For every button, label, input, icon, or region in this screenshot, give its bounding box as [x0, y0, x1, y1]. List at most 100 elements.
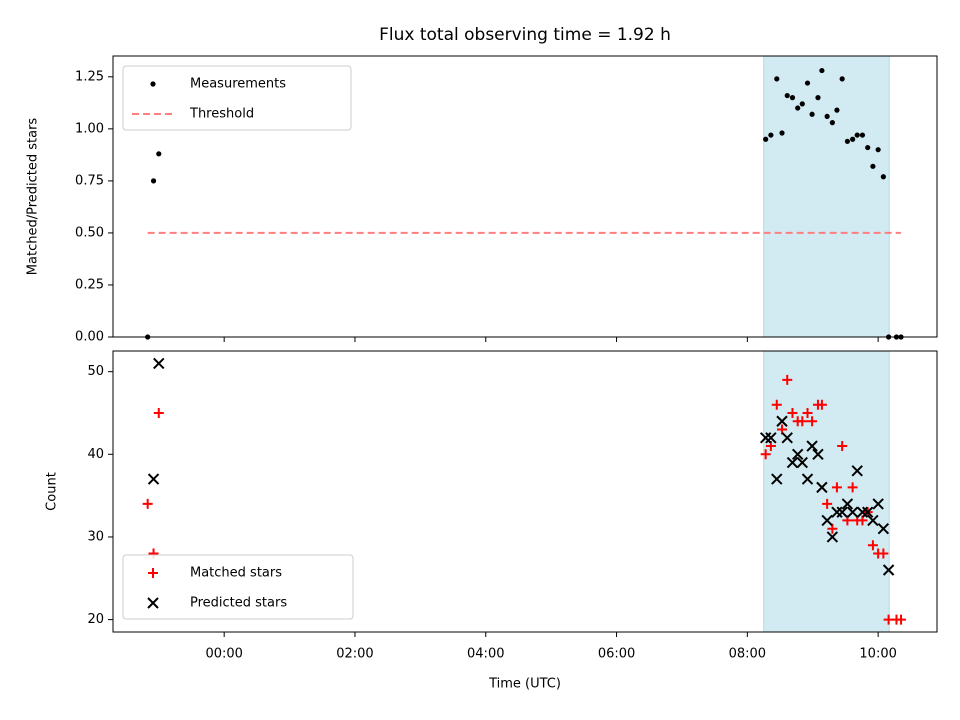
measurement-point — [815, 95, 821, 101]
predicted-star-point — [765, 432, 777, 444]
x-tick-label: 10:00 — [859, 647, 896, 662]
x-tick-label: 04:00 — [467, 647, 504, 662]
measurement-point — [774, 76, 780, 82]
predicted-star-point — [791, 448, 804, 461]
predicted-star-point — [781, 432, 793, 444]
matched-star-point — [802, 407, 813, 418]
predicted-star-point — [812, 448, 824, 461]
measurement-point — [789, 95, 796, 101]
matched-star-point — [807, 416, 818, 427]
y-tick-label: 30 — [87, 529, 104, 544]
predicted-star-point — [856, 506, 869, 518]
measurement-point — [834, 107, 840, 113]
predicted-star-point — [806, 440, 818, 452]
matched-star-point — [867, 540, 878, 551]
y-tick-label: 0.25 — [75, 277, 104, 292]
measurement-point — [854, 132, 860, 138]
matched-star-point — [878, 548, 889, 559]
legend-label: Threshold — [189, 107, 254, 122]
measurement-point — [870, 163, 876, 169]
measurement-point — [763, 136, 769, 142]
legend-label: Predicted stars — [190, 596, 287, 611]
legend-swatch — [150, 81, 156, 87]
matched-star-point — [816, 399, 827, 410]
measurement-point — [824, 113, 830, 119]
legend-box — [122, 65, 352, 131]
y-axis-label: Matched/Predicted stars — [26, 118, 41, 276]
matched-star-point — [827, 523, 838, 534]
predicted-star-point — [846, 506, 859, 518]
matched-star-point — [842, 515, 853, 526]
measurement-point — [829, 120, 835, 126]
y-tick-label: 0.75 — [75, 173, 104, 188]
predicted-star-point — [153, 357, 165, 370]
y-tick-label: 40 — [87, 447, 104, 462]
predicted-star-point — [786, 456, 799, 469]
matched-star-point — [787, 407, 798, 418]
axes-frame — [112, 350, 938, 633]
matched-star-point — [822, 498, 833, 509]
predicted-star-point — [821, 514, 833, 527]
measurement-point — [880, 174, 886, 180]
matched-star-point — [831, 482, 842, 493]
predicted-star-point — [816, 481, 828, 494]
legend-swatch — [148, 568, 158, 578]
measurement-point — [850, 136, 856, 142]
matched-star-point — [797, 416, 808, 427]
x-axis-label: Time (UTC) — [488, 677, 561, 692]
matched-star-point — [847, 482, 858, 493]
predicted-star-point — [872, 498, 884, 510]
predicted-star-point — [796, 456, 808, 469]
predicted-star-point — [801, 473, 814, 485]
predicted-star-point — [776, 415, 788, 427]
legend-label: Measurements — [190, 77, 286, 92]
matched-star-point — [777, 424, 788, 435]
legend-swatch — [147, 597, 159, 609]
measurement-point — [875, 147, 881, 153]
measurement-point — [844, 138, 851, 144]
x-tick-label: 08:00 — [729, 647, 766, 662]
measurement-point — [839, 76, 845, 82]
top-panel: 0.00 0.25 0.50 0.75 1.00 1.25 Flux total obser… — [26, 25, 938, 345]
measurement-point — [859, 132, 866, 138]
predicted-star-point — [826, 531, 839, 543]
measurement-point — [865, 144, 871, 151]
predicted-star-point — [831, 506, 843, 518]
x-tick-label: 02:00 — [336, 647, 373, 662]
legend-label: Matched stars — [190, 566, 282, 581]
predicted-star-point — [771, 473, 783, 485]
predicted-star-point — [841, 498, 854, 510]
matched-star-point — [857, 515, 868, 526]
measurement-point — [809, 111, 815, 117]
matched-star-point — [771, 399, 782, 410]
predicted-star-point — [836, 506, 848, 518]
predicted-star-point — [867, 514, 879, 527]
chart-title: Flux total observing time = 1.92 h — [379, 25, 671, 45]
measurement-point — [150, 178, 157, 184]
matched-star-point — [142, 498, 153, 509]
predicted-star-point — [877, 522, 890, 535]
y-axis-label: Count — [45, 472, 60, 511]
observing-interval-shading — [763, 55, 890, 338]
measurement-point — [795, 105, 801, 111]
y-tick-label: 1.00 — [75, 121, 104, 136]
predicted-star-point — [851, 465, 863, 477]
predicted-star-point — [882, 564, 895, 576]
matched-star-point — [153, 407, 164, 418]
y-tick-label: 0.50 — [75, 225, 104, 240]
measurement-point — [804, 80, 811, 86]
x-tick-label: 00:00 — [205, 647, 242, 662]
y-tick-label: 20 — [87, 612, 104, 627]
predicted-star-point — [147, 473, 160, 485]
bottom-panel: 20 30 40 50 00:00 02:00 04:00 06:00 08:00 10:00 Co… — [45, 350, 938, 692]
measurement-point — [779, 130, 785, 136]
y-tick-label: 1.25 — [75, 69, 104, 84]
matched-star-point — [782, 374, 793, 385]
matched-star-point — [896, 614, 907, 625]
matched-star-point — [765, 441, 776, 452]
predicted-star-point — [759, 432, 772, 444]
x-tick-label: 06:00 — [598, 647, 635, 662]
measurement-point — [799, 101, 805, 107]
y-tick-label: 0.00 — [75, 330, 104, 345]
